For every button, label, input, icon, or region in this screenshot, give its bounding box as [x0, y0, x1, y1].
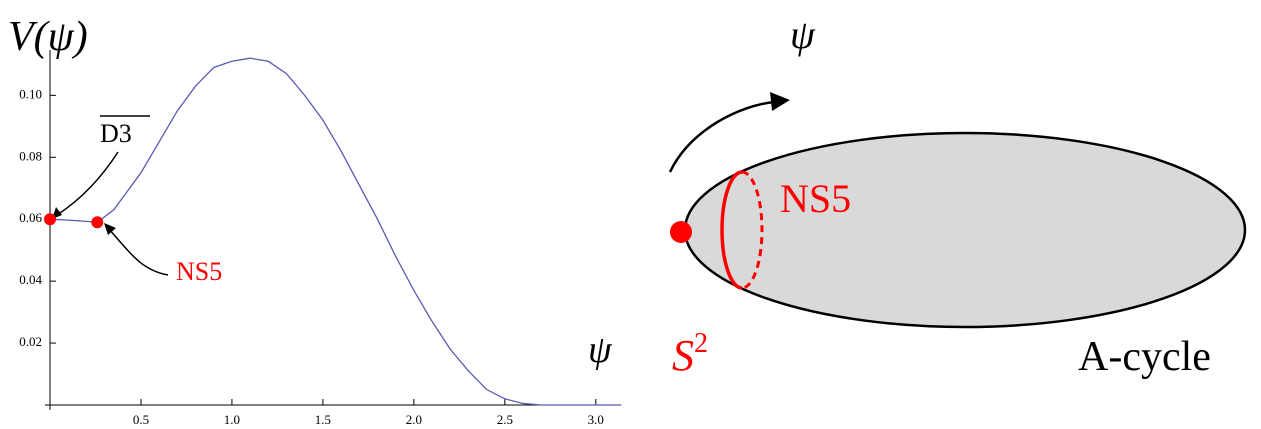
- point: [91, 216, 104, 229]
- s2-sup: 2: [694, 328, 708, 359]
- s2-base: S: [672, 331, 694, 380]
- s2-point: [670, 221, 692, 243]
- rotation-arrow: [668, 100, 776, 173]
- x-tick-label: 0.5: [133, 412, 149, 427]
- x-tick-label: 2.0: [406, 412, 422, 427]
- s2-label: S2: [672, 328, 708, 380]
- arrowhead: [770, 92, 790, 111]
- y-tick-label: 0.08: [19, 148, 42, 163]
- x-tick-label: 1.0: [224, 412, 240, 427]
- arrow: [107, 227, 169, 276]
- x-tick-label: 1.5: [315, 412, 331, 427]
- y-axis-label: V(ψ): [8, 14, 88, 60]
- ns5-label: NS5: [780, 176, 851, 221]
- arrowhead: [104, 223, 116, 235]
- x-axis-label: ψ: [588, 329, 613, 371]
- psi-label: ψ: [790, 12, 816, 57]
- y-tick-label: 0.10: [19, 86, 42, 101]
- y-tick-label: 0.06: [19, 210, 42, 225]
- y-tick-label: 0.02: [19, 334, 42, 349]
- cycle-label: A-cycle: [1078, 334, 1211, 380]
- y-tick-label: 0.04: [19, 272, 42, 287]
- x-tick-label: 3.0: [588, 412, 604, 427]
- ns5-ring: [720, 170, 743, 290]
- plot: 0.02 0.04 0.06 0.08 0.10 0.5 1.0 1.5 2.0 2.5 3.0 D3…: [19, 57, 622, 427]
- a-cycle: [683, 131, 1247, 329]
- d3-label: D3: [100, 119, 132, 148]
- ns5-point-label: NS5: [176, 257, 222, 286]
- arrow: [56, 151, 119, 216]
- ns5-ring-back: [741, 170, 764, 290]
- curve: [49, 57, 622, 406]
- point: [44, 213, 56, 226]
- x-tick-label: 2.5: [497, 412, 513, 427]
